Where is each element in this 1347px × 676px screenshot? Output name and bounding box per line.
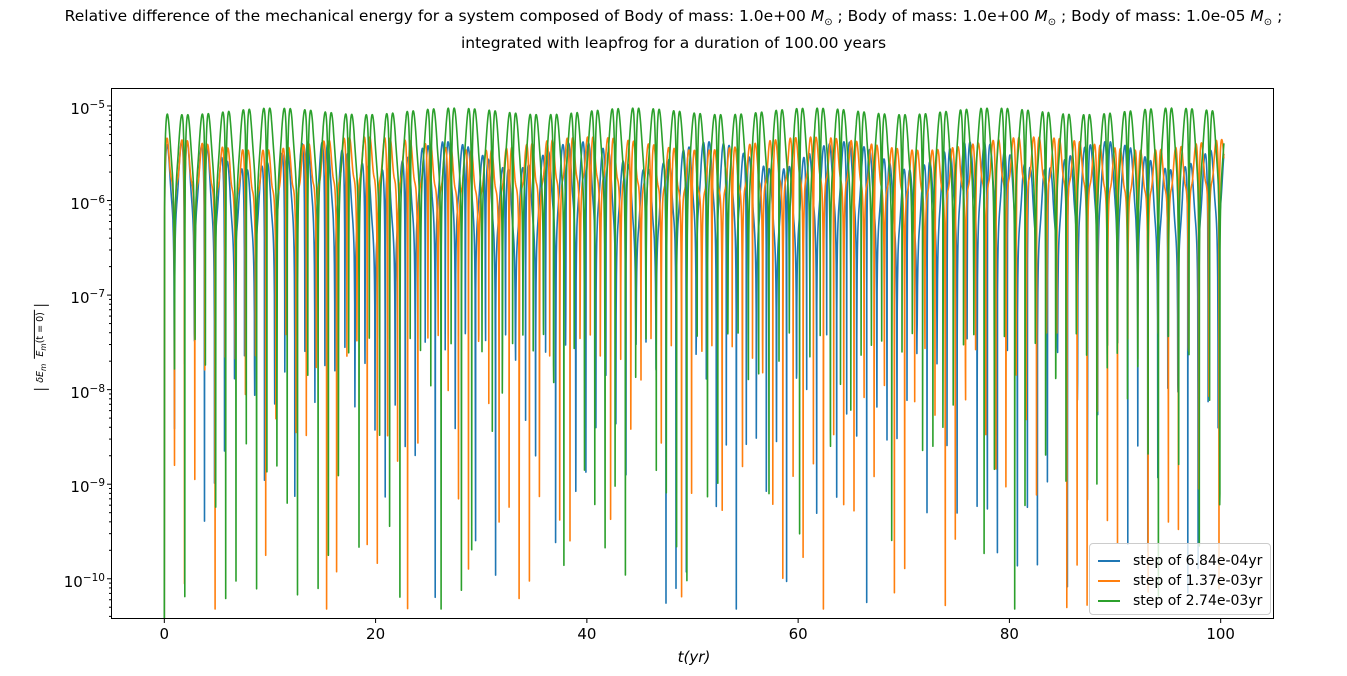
series-line-step-of-2-74e-03yr xyxy=(163,107,1225,619)
title-text-segment: ; Body of mass: 1.0e+00 xyxy=(832,7,1035,25)
sun-symbol-subscript: ⊙ xyxy=(824,17,833,29)
y-tick-label: 10−5 xyxy=(70,98,105,118)
y-tick-label: 10−8 xyxy=(70,382,105,402)
x-tick-label: 100 xyxy=(1206,625,1235,643)
ylabel-denominator: Em(t = 0) xyxy=(33,309,48,359)
legend-entry-label: step of 1.37e-03yr xyxy=(1133,573,1263,589)
x-tick-label: 20 xyxy=(366,625,386,643)
chart-title: Relative difference of the mechanical en… xyxy=(0,6,1347,54)
x-tick-label: 60 xyxy=(788,625,808,643)
legend: step of 6.84e-04yr step of 1.37e-03yr step… xyxy=(1089,543,1271,615)
title-text-segment: M xyxy=(1034,7,1048,25)
abs-value-bars: δEm Em(t = 0) xyxy=(33,304,49,390)
chart-title-line2: integrated with leapfrog for a duration … xyxy=(460,34,887,53)
y-tick-label: 10−7 xyxy=(70,288,105,308)
legend-entry-label: step of 6.84e-04yr xyxy=(1133,553,1263,569)
ylabel-den-main: E xyxy=(34,350,46,357)
title-text-segment: ; xyxy=(1272,7,1283,25)
ylabel-num-sub: m xyxy=(38,363,48,371)
y-tick-label: 10−6 xyxy=(70,193,105,213)
legend-entry: step of 6.84e-04yr xyxy=(1098,551,1270,571)
ylabel-fraction: δEm Em(t = 0) xyxy=(33,309,48,385)
y-axis-label-rotated: δEm Em(t = 0) xyxy=(33,304,49,390)
ylabel-numerator: δEm xyxy=(34,361,48,384)
legend-line-swatch xyxy=(1098,600,1120,602)
legend-line-swatch xyxy=(1098,560,1120,562)
title-text-segment: ; Body of mass: 1.0e-05 xyxy=(1056,7,1251,25)
title-text-segment: Relative difference of the mechanical en… xyxy=(64,7,811,25)
title-text-segment: M xyxy=(810,7,825,25)
sun-symbol-subscript: ⊙ xyxy=(1047,17,1057,29)
chart-title-line1: Relative difference of the mechanical en… xyxy=(0,6,1347,33)
title-text-segment: M xyxy=(1250,7,1264,25)
y-tick-label: 10−10 xyxy=(63,571,105,591)
x-axis-label: t(yr) xyxy=(677,648,711,666)
y-tick-label: 10−9 xyxy=(70,477,105,497)
legend-line-swatch xyxy=(1098,580,1120,582)
x-tick-label: 80 xyxy=(999,625,1019,643)
ylabel-den-sub: m xyxy=(38,342,48,351)
x-tick-label: 40 xyxy=(577,625,597,643)
series-line-step-of-6-84e-04yr xyxy=(163,141,1225,619)
y-axis-label: δEm Em(t = 0) xyxy=(5,304,77,390)
legend-entry-label: step of 2.74e-03yr xyxy=(1133,593,1263,609)
x-tick-label: 0 xyxy=(159,625,170,643)
ylabel-num-main: δE xyxy=(34,370,46,383)
axes-spines xyxy=(111,88,1274,619)
sun-symbol-subscript: ⊙ xyxy=(1263,17,1273,29)
ylabel-den-tail: (t = 0) xyxy=(34,311,46,343)
legend-entry: step of 1.37e-03yr xyxy=(1098,571,1270,591)
legend-entry: step of 2.74e-03yr xyxy=(1098,591,1270,611)
